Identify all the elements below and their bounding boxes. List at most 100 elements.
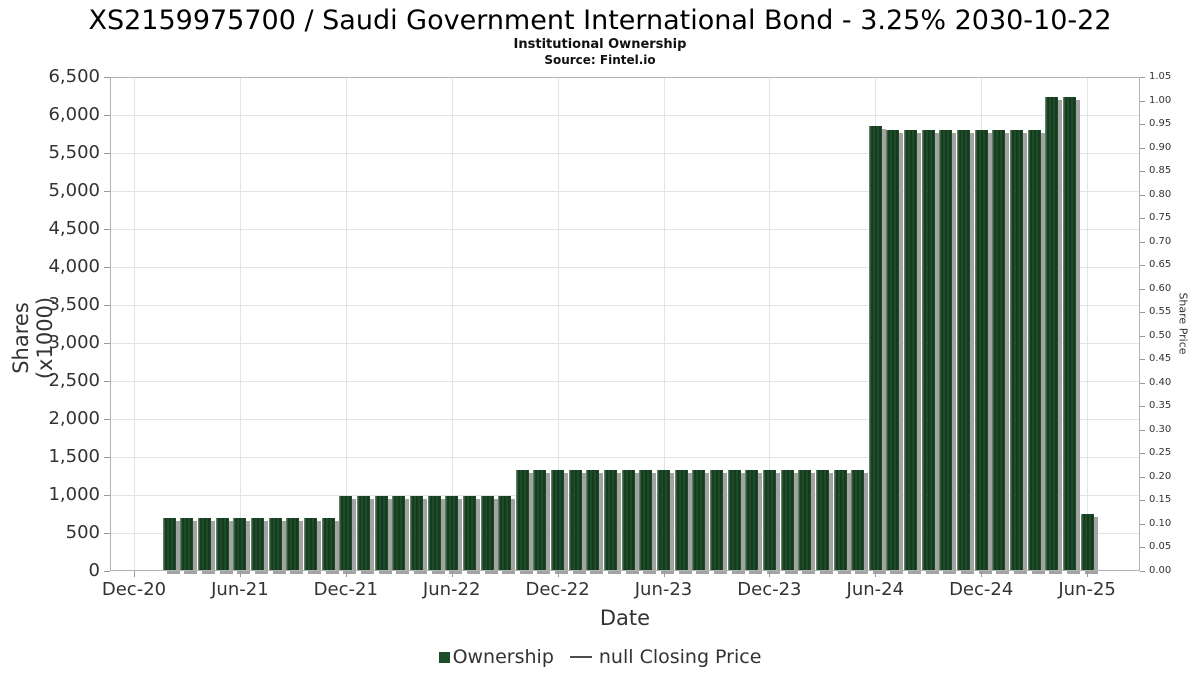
- x-axis-label: Dec-20: [101, 579, 167, 600]
- bar[interactable]: [568, 469, 582, 571]
- bar[interactable]: [286, 517, 300, 571]
- bar[interactable]: [780, 469, 794, 571]
- bar[interactable]: [374, 495, 388, 571]
- x-axis-tick: [557, 571, 559, 577]
- y-axis-right-tick: [1140, 171, 1145, 173]
- bar[interactable]: [868, 126, 882, 571]
- bar[interactable]: [957, 130, 971, 571]
- bar[interactable]: [974, 130, 988, 571]
- x-axis-tick: [1087, 571, 1089, 577]
- y-axis-right-label: 0.90: [1149, 141, 1172, 153]
- bar[interactable]: [1045, 96, 1059, 571]
- bar[interactable]: [445, 495, 459, 571]
- bar[interactable]: [1010, 130, 1023, 571]
- y-axis-left-label: 5,500: [48, 142, 100, 163]
- ownership-swatch-icon: [438, 651, 450, 663]
- y-axis-right-tick: [1140, 382, 1145, 384]
- y-axis-left-label: 1,000: [48, 484, 100, 505]
- bar[interactable]: [1062, 96, 1076, 571]
- bar[interactable]: [180, 517, 194, 571]
- bar[interactable]: [162, 517, 176, 571]
- y-axis-left-label: 2,500: [48, 370, 100, 391]
- bar[interactable]: [709, 469, 723, 571]
- bar[interactable]: [1080, 514, 1094, 571]
- bar[interactable]: [815, 469, 829, 571]
- bar[interactable]: [1027, 130, 1041, 571]
- bar[interactable]: [480, 495, 494, 571]
- y-axis-left-tick: [104, 267, 110, 268]
- bar[interactable]: [268, 517, 282, 571]
- y-axis-left-tick: [104, 457, 110, 458]
- bar[interactable]: [551, 469, 565, 571]
- vertical-gridline: [1087, 77, 1089, 571]
- bar[interactable]: [198, 517, 212, 571]
- bar[interactable]: [409, 495, 423, 571]
- legend-item-ownership[interactable]: Ownership: [438, 646, 554, 668]
- y-axis-left-tick: [104, 115, 110, 116]
- vertical-gridline: [557, 77, 559, 571]
- bar[interactable]: [604, 469, 618, 571]
- y-axis-right-tick: [1140, 218, 1145, 220]
- bar[interactable]: [692, 469, 706, 571]
- bar[interactable]: [939, 130, 953, 571]
- bar[interactable]: [498, 495, 512, 571]
- bar[interactable]: [639, 469, 653, 571]
- y-axis-right-tick: [1140, 476, 1145, 478]
- y-axis-right-tick: [1140, 241, 1145, 243]
- x-axis-label: Jun-25: [1058, 579, 1116, 600]
- bar[interactable]: [727, 469, 741, 571]
- bar[interactable]: [392, 495, 406, 571]
- bar[interactable]: [533, 469, 547, 571]
- bar[interactable]: [427, 495, 441, 571]
- y-axis-left-label: 4,000: [48, 256, 100, 277]
- closing-price-line-icon: [569, 656, 592, 658]
- horizontal-gridline: [110, 419, 1140, 420]
- bar[interactable]: [992, 130, 1006, 571]
- bar[interactable]: [904, 130, 918, 571]
- bar[interactable]: [851, 469, 865, 571]
- bar[interactable]: [304, 517, 317, 571]
- y-axis-right-label: 0.30: [1149, 423, 1172, 435]
- bar[interactable]: [251, 517, 265, 571]
- bar[interactable]: [674, 469, 688, 571]
- horizontal-gridline: [110, 191, 1140, 192]
- y-axis-right-tick: [1140, 77, 1145, 78]
- bar[interactable]: [762, 469, 776, 571]
- bar[interactable]: [462, 495, 476, 571]
- x-axis-label: Jun-21: [211, 579, 269, 600]
- y-axis-left-label: 4,500: [48, 218, 100, 239]
- bar[interactable]: [339, 495, 353, 571]
- x-axis-tick: [345, 571, 347, 577]
- bar[interactable]: [586, 469, 600, 571]
- y-axis-left-tick: [104, 343, 110, 344]
- vertical-gridline: [345, 77, 347, 571]
- y-axis-right-label: 0.35: [1149, 400, 1172, 412]
- y-axis-left-label: 0: [88, 560, 100, 581]
- bar[interactable]: [321, 517, 335, 571]
- horizontal-gridline: [110, 115, 1140, 116]
- y-axis-left-tick: [104, 533, 110, 534]
- plot-border: [110, 77, 1140, 571]
- y-axis-right-label: 0.00: [1149, 565, 1172, 576]
- bar[interactable]: [657, 469, 670, 571]
- x-axis-tick: [663, 571, 665, 577]
- bar[interactable]: [515, 469, 529, 571]
- bar[interactable]: [798, 469, 812, 571]
- bar[interactable]: [233, 517, 247, 571]
- bar[interactable]: [833, 469, 847, 571]
- y-axis-left-tick: [104, 153, 110, 154]
- y-axis-right-tick: [1140, 453, 1145, 455]
- bar[interactable]: [921, 130, 935, 571]
- y-axis-left-label: 6,000: [48, 104, 100, 125]
- bar[interactable]: [356, 495, 370, 571]
- y-axis-left-label: 3,500: [48, 294, 100, 315]
- y-axis-left-label: 6,500: [48, 66, 100, 87]
- legend-item-closing-price[interactable]: null Closing Price: [569, 646, 761, 668]
- bar[interactable]: [886, 130, 900, 571]
- legend-ownership-label: Ownership: [452, 646, 554, 668]
- bar[interactable]: [745, 469, 759, 571]
- horizontal-gridline: [110, 381, 1140, 382]
- bar[interactable]: [621, 469, 635, 571]
- bar[interactable]: [215, 517, 229, 571]
- horizontal-gridline: [110, 267, 1140, 268]
